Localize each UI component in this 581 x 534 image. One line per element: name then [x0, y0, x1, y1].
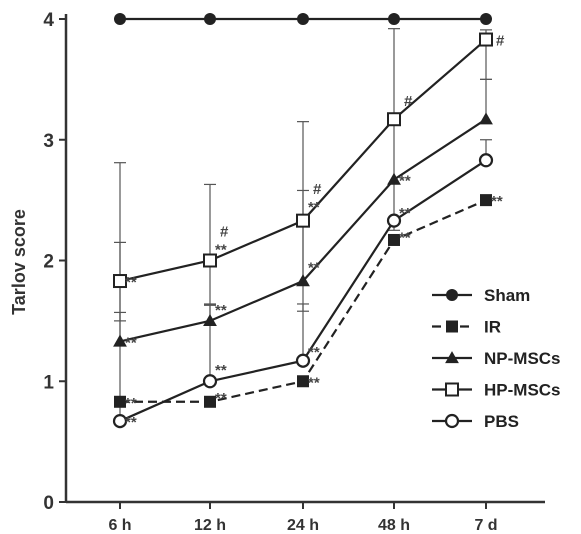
data-point-sham: [204, 13, 216, 25]
hash-annotation: #: [313, 181, 322, 198]
data-point-sham: [297, 13, 309, 25]
y-tick-label: 4: [43, 10, 54, 31]
data-point-ir: [114, 395, 126, 408]
data-point-np-mscs: [296, 274, 310, 287]
x-tick-label: 7 d: [474, 517, 497, 534]
legend-label-hp-mscs: HP-MSCs: [484, 381, 561, 400]
data-point-hp-mscs: [296, 213, 310, 228]
significance-annotation: **: [125, 274, 137, 291]
y-axis-label: Tarlov score: [9, 209, 29, 315]
y-tick-label: 2: [43, 252, 54, 273]
data-point-np-mscs: [387, 172, 401, 185]
significance-annotation: **: [308, 260, 320, 277]
significance-annotation: **: [125, 395, 137, 412]
data-point-pbs: [386, 213, 402, 228]
significance-annotation: **: [215, 302, 227, 319]
data-point-pbs: [202, 374, 218, 389]
x-tick-label: 12 h: [194, 517, 226, 534]
data-point-ir: [297, 375, 309, 388]
x-tick-label: 6 h: [108, 517, 131, 534]
legend-marker-pbs: [444, 413, 460, 429]
significance-annotation: **: [308, 344, 320, 361]
data-point-hp-mscs: [113, 274, 127, 289]
significance-annotation: **: [399, 205, 411, 222]
data-point-pbs: [478, 153, 494, 168]
significance-annotation: **: [125, 414, 137, 431]
legend-marker-sham: [446, 289, 458, 301]
x-tick-label: 48 h: [378, 517, 410, 534]
data-point-pbs: [295, 353, 311, 368]
significance-annotation: **: [215, 362, 227, 379]
data-point-hp-mscs: [479, 32, 493, 47]
data-point-sham: [114, 13, 126, 25]
hash-annotation: #: [404, 93, 413, 110]
data-point-np-mscs: [479, 112, 493, 125]
legend-marker-hp-mscs: [445, 382, 459, 397]
legend-marker-ir: [446, 320, 458, 333]
data-point-pbs: [112, 413, 128, 429]
data-point-np-mscs: [113, 334, 127, 347]
significance-annotation: **: [399, 173, 411, 190]
data-point-ir: [388, 233, 400, 246]
legend-marker-np-mscs: [445, 351, 459, 364]
y-tick-label: 0: [43, 493, 54, 514]
significance-annotation: **: [215, 241, 227, 258]
series-markers: [112, 13, 494, 429]
legend-label-sham: Sham: [484, 286, 530, 305]
data-point-sham: [480, 13, 492, 25]
data-point-ir: [204, 395, 216, 408]
significance-annotation: **: [399, 229, 411, 246]
axes: 0 1 2 3 4 6 h 12 h 24 h 48 h 7 d: [43, 10, 545, 534]
significance-annotation: **: [491, 193, 503, 210]
data-point-hp-mscs: [387, 112, 401, 127]
data-point-np-mscs: [203, 313, 217, 327]
data-point-sham: [388, 13, 400, 25]
y-tick-label: 1: [43, 372, 54, 393]
significance-annotation: **: [215, 390, 227, 407]
data-point-ir: [480, 194, 492, 207]
significance-annotations: ********#********#********#******#**: [125, 33, 505, 432]
legend-label-ir: IR: [484, 318, 501, 337]
significance-annotation: **: [308, 199, 320, 216]
legend-label-pbs: PBS: [484, 412, 519, 431]
legend-label-np-mscs: NP-MSCs: [484, 349, 561, 368]
significance-annotation: **: [125, 334, 137, 351]
error-bars: [114, 28, 492, 422]
data-point-hp-mscs: [203, 253, 217, 268]
legend: Sham IR NP-MSCs HP-MSCs PBS: [432, 286, 561, 431]
y-tick-label: 3: [43, 131, 54, 152]
hash-annotation: #: [220, 223, 229, 240]
significance-annotation: **: [308, 374, 320, 391]
hash-annotation: #: [496, 33, 505, 50]
x-tick-label: 24 h: [287, 517, 319, 534]
